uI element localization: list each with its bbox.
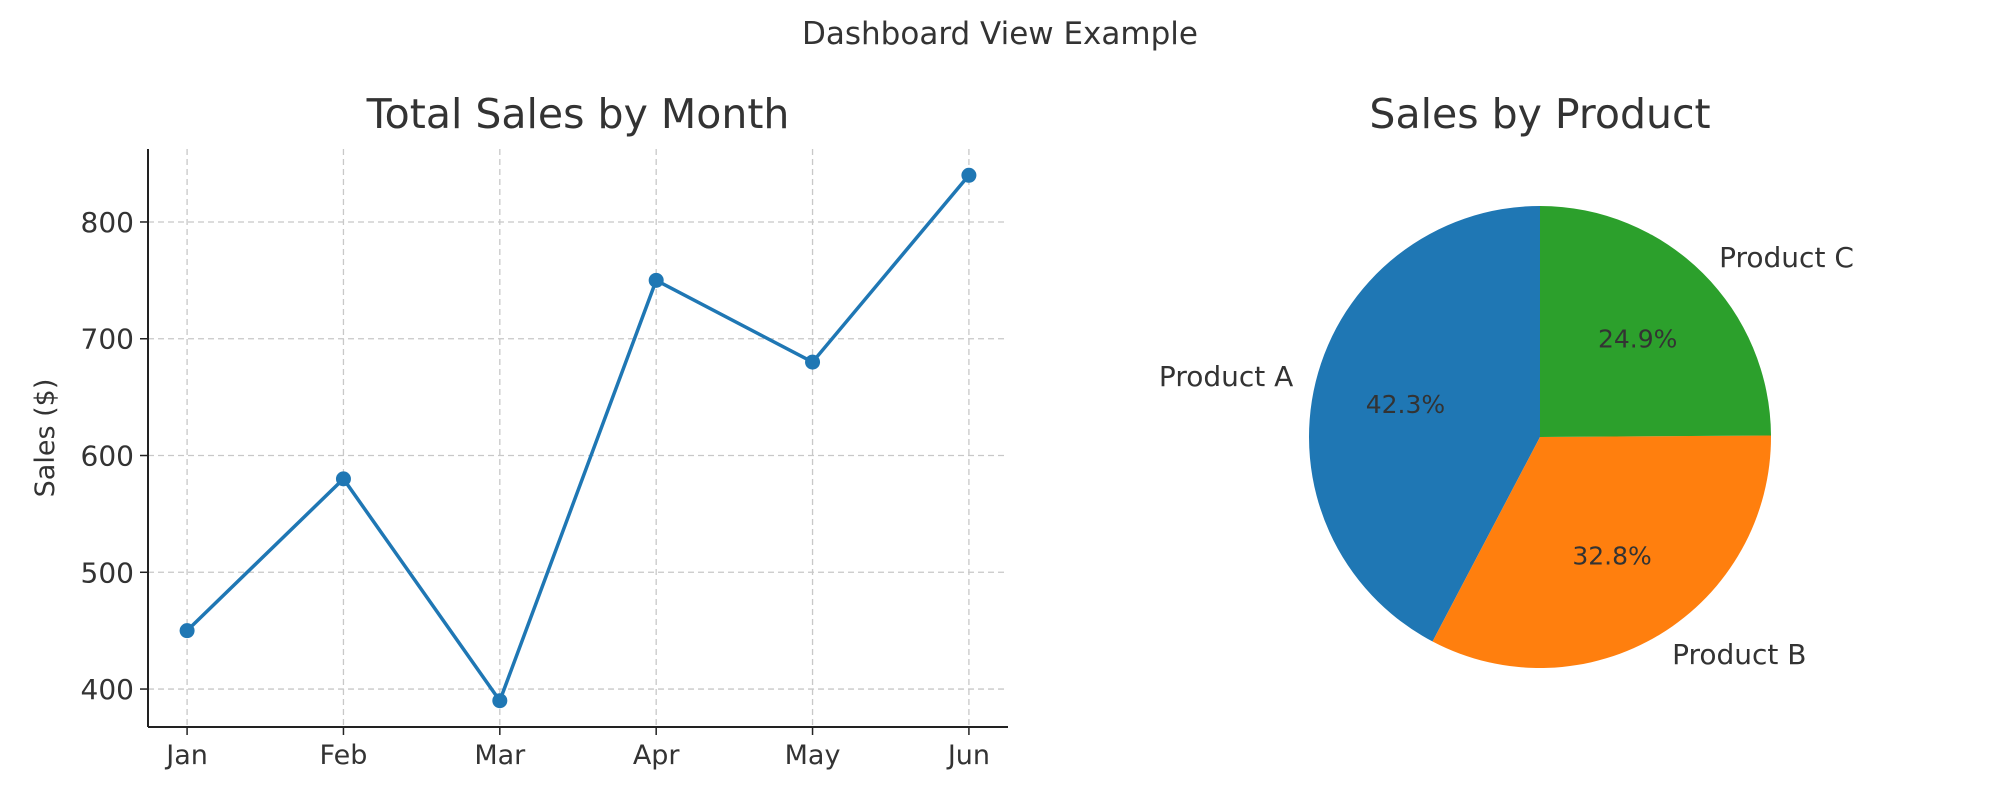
slice-label-product-a: Product A xyxy=(1159,360,1293,393)
sales-series xyxy=(179,167,977,709)
data-point-jun xyxy=(961,167,977,183)
data-point-mar xyxy=(492,693,508,709)
y-tick-label: 600 xyxy=(81,440,134,473)
line-chart-title: Total Sales by Month xyxy=(366,90,790,138)
y-tick-label: 400 xyxy=(81,673,134,706)
ticks: Jan Feb Mar Apr May Jun 400 500 600 700 800 xyxy=(81,206,990,771)
data-point-apr xyxy=(648,272,664,288)
suptitle: Dashboard View Example xyxy=(802,16,1198,52)
data-point-jan xyxy=(179,623,195,639)
slice-label-product-c: Product C xyxy=(1719,241,1854,274)
x-tick-label: Feb xyxy=(320,740,368,771)
x-tick-label: Jan xyxy=(164,740,208,771)
data-point-feb xyxy=(335,471,351,487)
pie-chart-title: Sales by Product xyxy=(1369,90,1710,138)
slice-pct-product-b: 32.8% xyxy=(1572,541,1651,570)
y-tick-label: 500 xyxy=(81,556,134,589)
sales-line xyxy=(185,174,971,705)
y-axis-label: Sales ($) xyxy=(30,379,61,498)
pie-chart: Sales by Product Product A 42.3% Product B… xyxy=(1159,90,1854,671)
line-chart: Total Sales by Month Sales ($) Jan Feb Mar… xyxy=(30,90,1008,771)
slice-pct-product-c: 24.9% xyxy=(1598,325,1677,354)
x-tick-label: May xyxy=(785,740,841,771)
grid xyxy=(148,149,1008,727)
slice-product-b xyxy=(1432,435,1771,668)
y-tick-label: 800 xyxy=(81,206,134,239)
slice-pct-product-a: 42.3% xyxy=(1366,390,1445,419)
y-tick-label: 700 xyxy=(81,323,134,356)
slice-product-c xyxy=(1540,206,1771,437)
slice-product-a xyxy=(1308,206,1540,642)
x-tick-label: Jun xyxy=(946,740,990,771)
x-tick-label: Mar xyxy=(474,740,526,771)
x-tick-label: Apr xyxy=(633,740,681,771)
data-point-may xyxy=(805,354,821,370)
slice-label-product-b: Product B xyxy=(1672,638,1806,671)
